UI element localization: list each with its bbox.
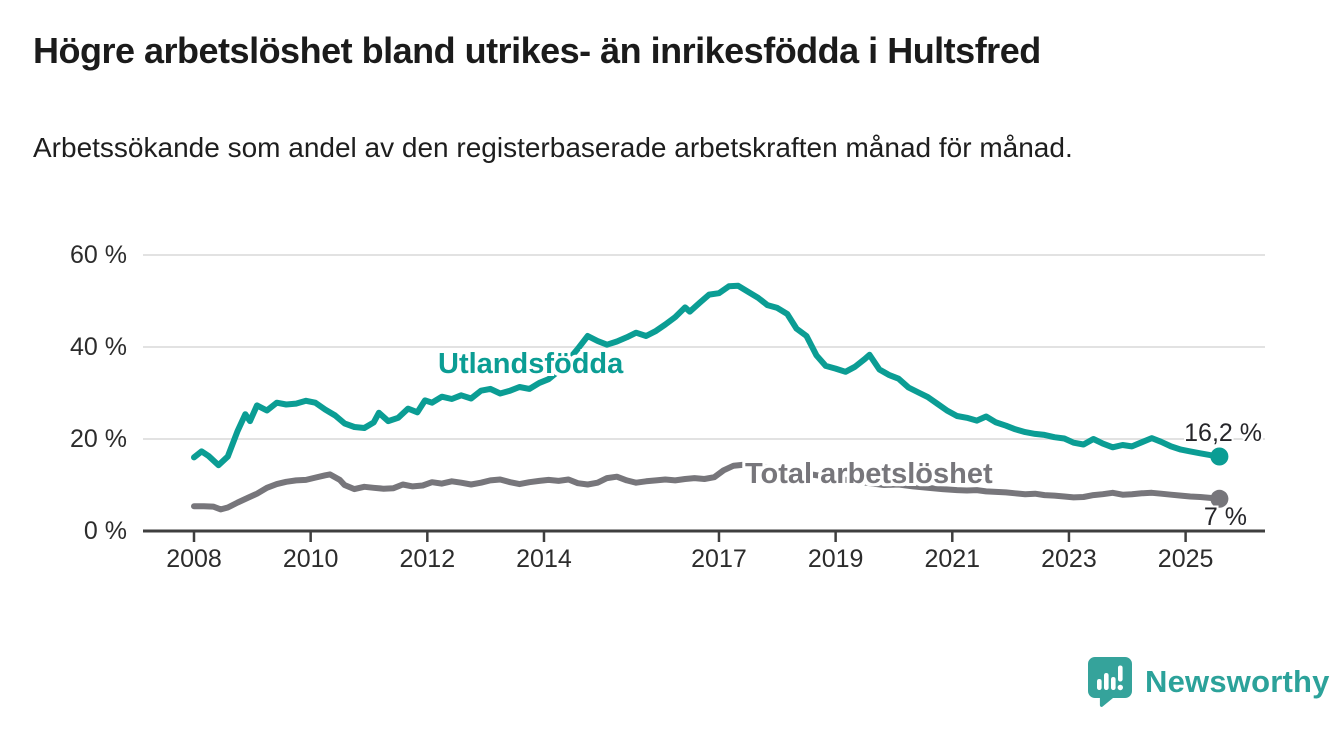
x-axis-tick-label: 2008	[166, 545, 222, 573]
page-title: Högre arbetslöshet bland utrikes- än inr…	[33, 30, 1041, 71]
brand-name: Newsworthy	[1145, 664, 1330, 699]
series-label-utlandsfodda: Utlandsfödda	[438, 348, 624, 380]
chart-subtitle: Arbetssökande som andel av den registerb…	[33, 132, 1073, 163]
logo-bar-2	[1104, 673, 1109, 690]
end-value-label-total: 7 %	[1203, 503, 1247, 531]
end-value-label-utlandsfodda: 16,2 %	[1184, 419, 1262, 447]
logo-exclamation-bar	[1118, 665, 1123, 682]
x-axis-tick-label: 2019	[807, 545, 864, 573]
y-axis-tick-label: 0 %	[83, 517, 127, 545]
x-axis-tick-label: 2025	[1157, 545, 1214, 573]
logo-bar-3	[1111, 677, 1116, 690]
y-axis-tick-label: 20 %	[70, 425, 127, 453]
x-axis-tick-label: 2017	[691, 545, 747, 573]
series-label-total-arbetsloshet: Total arbetslöshet	[745, 458, 993, 490]
y-axis-tick-label: 60 %	[70, 241, 127, 269]
x-axis-tick-label: 2023	[1041, 545, 1097, 573]
x-axis-tick-label: 2021	[924, 545, 981, 573]
newsworthy-brand: Newsworthy	[1087, 656, 1330, 708]
x-axis-tick-label: 2010	[282, 545, 339, 573]
x-axis-tick-label: 2012	[399, 545, 456, 573]
series-end-dot-total-arbetsl-shet	[1210, 489, 1229, 508]
series-end-dot-utlandsf-dda	[1210, 447, 1229, 466]
logo-bar-1	[1097, 679, 1102, 690]
newsworthy-logo-icon	[1088, 657, 1132, 707]
y-axis-tick-label: 40 %	[70, 333, 127, 361]
series-line-utlandsf-dda	[191, 282, 1223, 469]
series-line-total-arbetsl-shet	[191, 461, 1223, 513]
logo-exclamation-dot	[1117, 684, 1123, 691]
x-axis-tick-label: 2014	[516, 545, 572, 573]
